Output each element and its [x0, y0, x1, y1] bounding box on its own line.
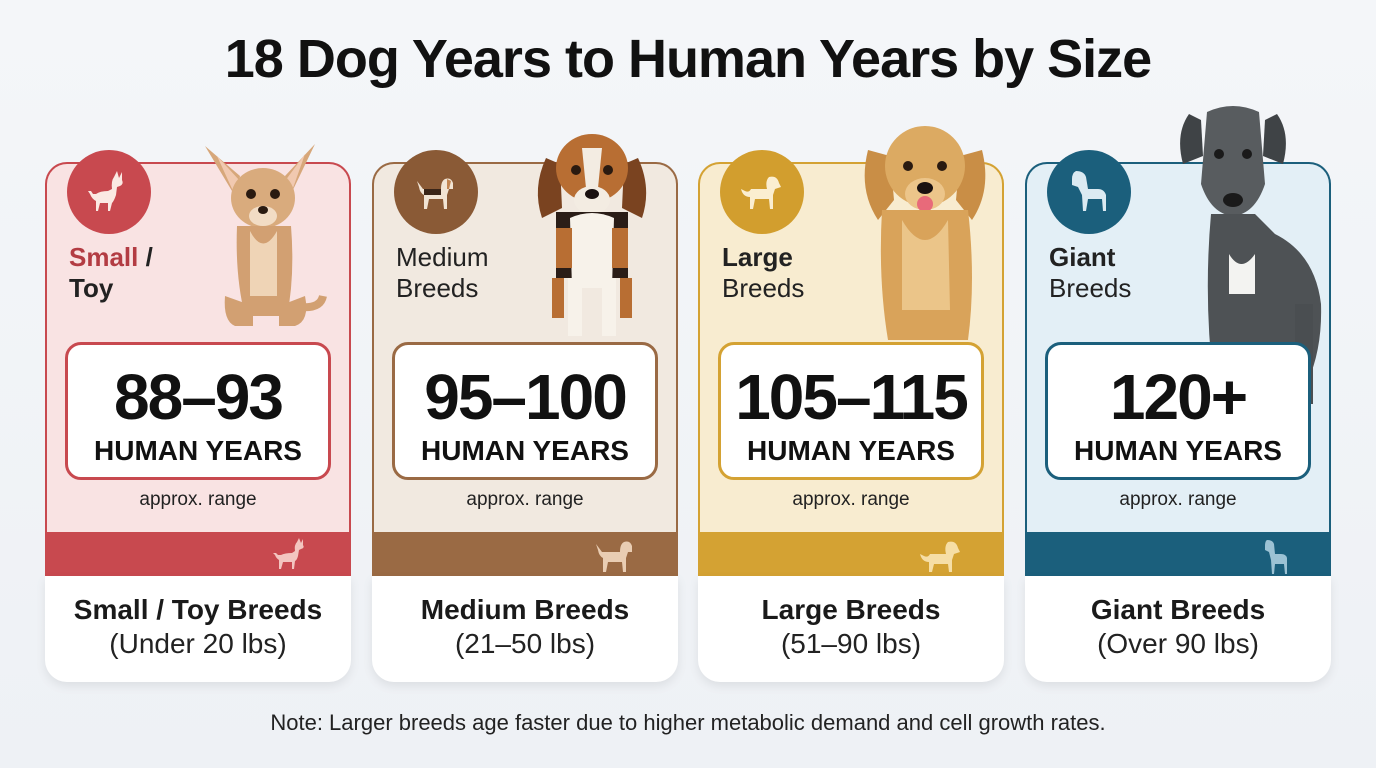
- card-label-bold: Giant: [1049, 242, 1116, 272]
- retriever-icon: [920, 541, 960, 572]
- approx-range-label: approx. range: [139, 489, 257, 510]
- approx-range-label: approx. range: [1119, 489, 1237, 510]
- card-band: [1025, 532, 1331, 576]
- approx-range-label: approx. range: [792, 489, 910, 510]
- beagle-icon: [596, 541, 632, 572]
- card-large: Large Breeds 105–115 HUMAN YEARS approx.…: [698, 126, 1004, 682]
- breed-info: Small / Toy Breeds (Under 20 lbs): [45, 576, 351, 682]
- breed-weight: (Under 20 lbs): [109, 628, 287, 659]
- approx-range-label: approx. range: [466, 489, 584, 510]
- human-years-value: 105–115: [735, 361, 969, 433]
- breed-weight: (51–90 lbs): [780, 628, 922, 659]
- breed-name: Large Breeds: [761, 594, 941, 625]
- card-label-bold: Large: [722, 242, 793, 272]
- human-years-value: 88–93: [114, 361, 284, 433]
- card-medium: Medium Breeds 95–100 HUMAN YEARS approx.…: [372, 134, 678, 682]
- breed-info: Large Breeds (51–90 lbs): [698, 576, 1004, 682]
- beagle-icon: [394, 150, 478, 234]
- chihuahua-icon: [67, 150, 151, 234]
- value-box: 105–115 HUMAN YEARS: [718, 342, 984, 480]
- card-band: [372, 532, 678, 576]
- card-label-line2: Breeds: [722, 273, 805, 303]
- great-dane-icon: [1265, 540, 1287, 574]
- breed-name: Medium Breeds: [420, 594, 630, 625]
- card-band: [698, 532, 1004, 576]
- card-label-line2: Breeds: [1049, 273, 1132, 303]
- beagle-photo: [537, 134, 647, 336]
- card-giant: Giant Breeds 120+ HUMAN YEARS approx. ra…: [1025, 106, 1331, 682]
- value-box: 120+ HUMAN YEARS: [1045, 342, 1311, 480]
- breed-name: Small / Toy Breeds: [73, 594, 323, 625]
- breed-weight: (21–50 lbs): [454, 628, 596, 659]
- human-years-unit: HUMAN YEARS: [1074, 435, 1282, 466]
- breed-weight: (Over 90 lbs): [1097, 628, 1259, 659]
- card-small-toy: Small / Toy 88–93 HUMAN YEARS approx. ra…: [45, 144, 351, 682]
- card-label-line2: Toy: [69, 273, 114, 303]
- value-box: 95–100 HUMAN YEARS: [392, 342, 658, 480]
- human-years-unit: HUMAN YEARS: [421, 435, 629, 466]
- breed-info: Medium Breeds (21–50 lbs): [372, 576, 678, 682]
- card-label-bold: Small: [69, 242, 139, 272]
- footnote: Note: Larger breeds age faster due to hi…: [270, 710, 1106, 735]
- breed-name: Giant Breeds: [1090, 594, 1266, 625]
- value-box: 88–93 HUMAN YEARS: [65, 342, 331, 480]
- card-label-rest: /: [138, 242, 153, 272]
- human-years-value: 120+: [1109, 361, 1248, 433]
- chihuahua-photo: [205, 144, 327, 326]
- human-years-unit: HUMAN YEARS: [747, 435, 955, 466]
- golden-retriever-photo: [864, 126, 986, 340]
- human-years-unit: HUMAN YEARS: [94, 435, 302, 466]
- retriever-icon: [720, 150, 804, 234]
- card-band: [45, 532, 351, 576]
- page-title: 18 Dog Years to Human Years by Size: [224, 29, 1152, 89]
- breed-info: Giant Breeds (Over 90 lbs): [1025, 576, 1331, 682]
- great-dane-icon: [1047, 150, 1131, 234]
- card-label-line2: Breeds: [396, 273, 479, 303]
- card-label-rest: Medium: [396, 242, 489, 272]
- chihuahua-icon: [273, 538, 304, 569]
- human-years-value: 95–100: [424, 361, 628, 433]
